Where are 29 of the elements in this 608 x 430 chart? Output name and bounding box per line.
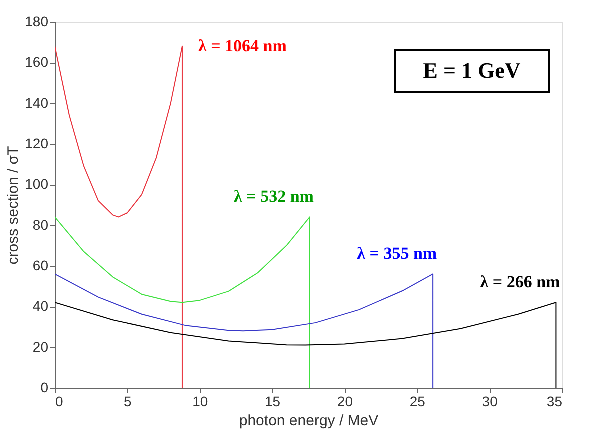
series-label: λ = 355 nm (357, 244, 438, 264)
y-tick-label: 20 (32, 338, 49, 355)
x-tick-label: 35 (546, 394, 563, 410)
y-tick-label: 40 (32, 298, 49, 314)
annotation: E = 1 GeV (423, 58, 521, 83)
x-axis-title: photon energy / MeV (239, 412, 379, 430)
y-tick-label: 80 (32, 216, 49, 233)
y-tick-label: 0 (40, 380, 49, 396)
series-label: λ = 532 nm (234, 187, 314, 206)
y-tick-label: 120 (25, 136, 49, 152)
series-label: λ = 1064 nm (198, 36, 287, 56)
line-series (55, 46, 183, 388)
x-tick-label: 10 (192, 394, 208, 410)
line-series (55, 302, 557, 388)
line-series (55, 216, 310, 388)
y-axis-title: cross section / σT (5, 146, 22, 265)
series-label: λ = 266 nm (480, 272, 560, 292)
x-tick-label: 30 (482, 394, 498, 410)
x-tick-label: 0 (56, 394, 64, 410)
x-tick-label: 5 (124, 394, 132, 410)
x-tick-label: 25 (410, 394, 426, 410)
x-tick-label: 15 (264, 394, 281, 410)
y-tick-label: 140 (25, 94, 49, 111)
x-tick-label: 20 (337, 394, 354, 410)
y-tick-label: 100 (25, 176, 49, 192)
line-series (55, 274, 434, 388)
y-tick-label: 180 (25, 14, 49, 30)
y-tick-label: 60 (32, 258, 49, 274)
y-tick-label: 160 (25, 54, 49, 70)
